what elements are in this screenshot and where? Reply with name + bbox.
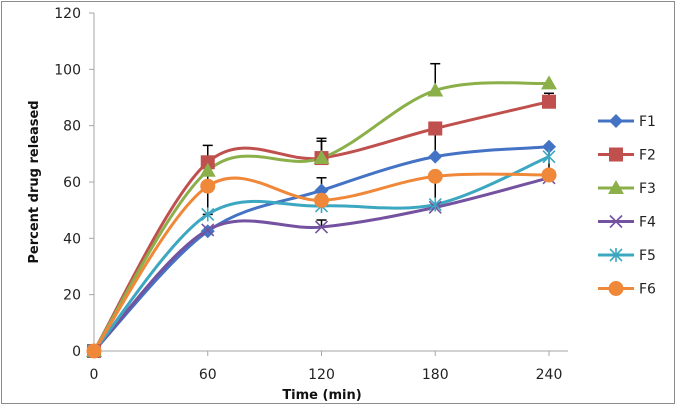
data-point-f3 (427, 82, 444, 97)
data-point-f5 (201, 207, 215, 222)
circle-marker (200, 178, 216, 194)
legend-marker (609, 147, 623, 162)
x-marker-stroke (314, 220, 329, 234)
x-tick-label: 60 (199, 367, 217, 383)
legend-marker (609, 114, 623, 128)
square-marker (609, 147, 623, 162)
square-marker (542, 94, 556, 109)
y-tick-label: 0 (72, 344, 81, 360)
data-point-f6 (541, 167, 557, 183)
chart-frame (1, 1, 675, 404)
legend: F1 F2 F3 F4 F5 F6 (598, 114, 656, 298)
triangle-marker (199, 162, 216, 177)
legend-label: F4 (639, 215, 656, 231)
x-axis-title: Time (min) (282, 388, 361, 403)
y-tick-label: 60 (63, 175, 81, 191)
x-tick-label: 240 (536, 367, 563, 383)
legend-item-f5: F5 (598, 248, 656, 264)
data-point-f2 (200, 155, 215, 170)
data-point-f3 (541, 75, 557, 90)
legend-marker (608, 281, 624, 296)
data-point-f4 (314, 220, 329, 234)
y-tick-label: 100 (54, 62, 81, 78)
data-point-f2 (542, 94, 556, 109)
circle-marker (314, 192, 329, 208)
legend-item-f6: F6 (598, 281, 656, 298)
triangle-marker (427, 82, 444, 97)
legend-label: F2 (639, 148, 656, 164)
legend-label: F1 (639, 114, 656, 130)
data-point-f5 (542, 149, 556, 164)
data-point-f6 (314, 192, 329, 208)
legend-item-f1: F1 (598, 114, 656, 130)
y-tick-label: 80 (63, 119, 81, 135)
legend-marker (608, 180, 624, 194)
data-point-f3 (313, 150, 330, 165)
data-point-f3 (199, 162, 216, 177)
legend-label: F6 (639, 282, 656, 298)
series-line-f6 (92, 172, 550, 352)
square-marker (428, 121, 443, 136)
series-line-f4 (92, 176, 550, 353)
legend-item-f4: F4 (598, 215, 656, 231)
circle-marker (541, 167, 557, 183)
y-tick-label: 40 (63, 231, 81, 247)
y-axis-title: Percent drug released (27, 100, 42, 263)
y-tick-label: 120 (54, 6, 81, 22)
triangle-marker (608, 180, 624, 194)
legend-marker (609, 214, 623, 229)
data-point-f5 (428, 197, 442, 212)
data-point-f2 (428, 121, 443, 136)
axes: 0 20 40 60 80 100 120 0 60 120 180 240 (54, 6, 568, 383)
legend-label: F3 (639, 181, 656, 197)
series-markers (86, 75, 557, 359)
circle-marker (86, 343, 102, 359)
series-line-f2 (92, 100, 550, 352)
series-line-f3 (92, 81, 550, 352)
x-tick-label: 0 (90, 367, 99, 383)
x-tick-label: 180 (422, 367, 449, 383)
data-point-f1 (200, 224, 215, 239)
y-tick-label: 20 (63, 288, 81, 304)
x-tick-label: 120 (308, 367, 335, 383)
circle-marker (427, 168, 443, 184)
legend-item-f2: F2 (598, 147, 656, 164)
series-lines (92, 81, 550, 353)
data-point-f4 (201, 223, 215, 237)
diamond-marker (542, 139, 556, 154)
circle-marker (608, 281, 624, 296)
data-point-f6 (86, 343, 102, 359)
data-point-f6 (427, 168, 443, 184)
triangle-marker (541, 75, 557, 90)
square-marker (200, 155, 215, 170)
triangle-marker (313, 150, 330, 165)
data-point-f6 (200, 178, 216, 194)
diamond-marker (200, 224, 215, 239)
legend-marker (609, 248, 623, 262)
diamond-marker (609, 114, 623, 128)
x-marker-stroke (201, 223, 215, 237)
x-marker-stroke (609, 214, 623, 229)
legend-label: F5 (639, 248, 656, 264)
diamond-marker (428, 149, 443, 164)
legend-item-f3: F3 (598, 180, 656, 197)
data-point-f1 (428, 149, 443, 164)
data-point-f1 (542, 139, 556, 154)
